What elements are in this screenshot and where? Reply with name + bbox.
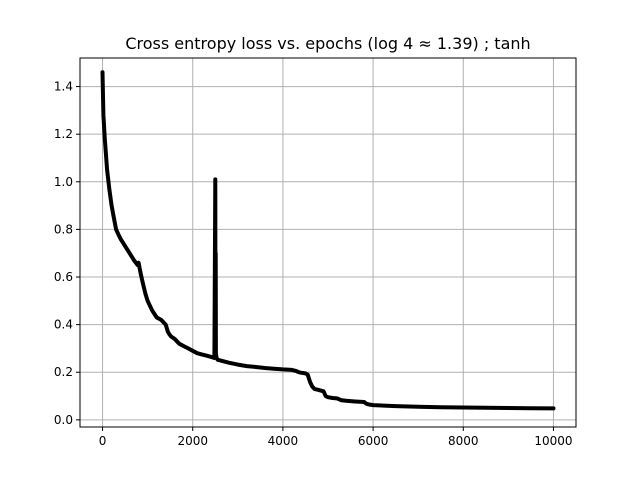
- y-tick-label: 1.0: [54, 175, 73, 189]
- x-tick-label: 0: [99, 434, 107, 448]
- y-tick-label: 0.4: [54, 318, 73, 332]
- y-tick-label: 1.4: [54, 80, 73, 94]
- x-tick-label: 10000: [534, 434, 572, 448]
- x-axis: 0 2000 4000 6000 8000 10000: [99, 427, 573, 448]
- chart-title: Cross entropy loss vs. epochs (log 4 ≈ 1…: [125, 34, 530, 53]
- y-tick-label: 0.2: [54, 365, 73, 379]
- y-tick-label: 0.8: [54, 222, 73, 236]
- y-tick-label: 0.0: [54, 413, 73, 427]
- grid-lines: [80, 58, 576, 427]
- x-tick-label: 4000: [268, 434, 299, 448]
- x-tick-label: 6000: [358, 434, 389, 448]
- y-tick-label: 0.6: [54, 270, 73, 284]
- axes-frame: [79, 57, 577, 428]
- y-axis: 0.0 0.2 0.4 0.6 0.8 1.0 1.2 1.4: [54, 80, 80, 427]
- x-tick-label: 8000: [448, 434, 479, 448]
- x-tick-label: 2000: [177, 434, 208, 448]
- loss-series-line: [100, 70, 556, 411]
- y-tick-label: 1.2: [54, 127, 73, 141]
- series-layer: [100, 70, 556, 411]
